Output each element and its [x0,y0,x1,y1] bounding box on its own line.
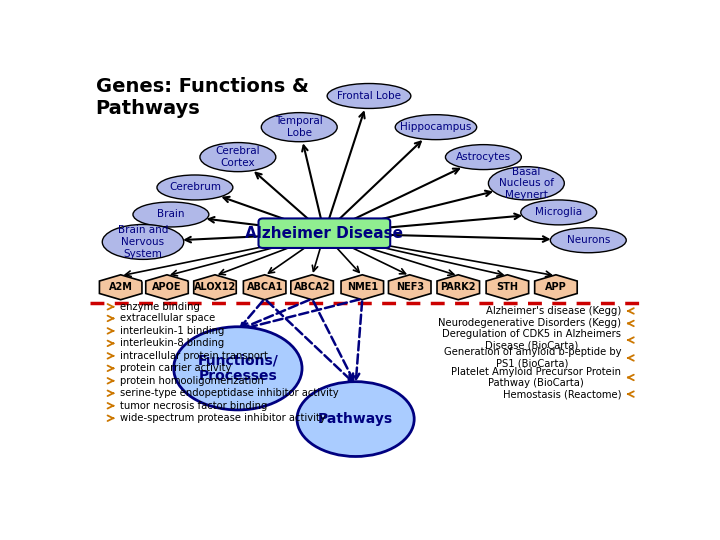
Text: A2M: A2M [109,282,132,292]
Polygon shape [486,275,528,300]
Ellipse shape [261,113,337,141]
Polygon shape [243,275,286,300]
Polygon shape [437,275,480,300]
Ellipse shape [327,84,411,109]
Text: Temporal
Lobe: Temporal Lobe [275,117,323,138]
Text: Microglia: Microglia [535,207,582,218]
Text: protein carrier activity: protein carrier activity [120,363,232,373]
Text: NME1: NME1 [347,282,378,292]
Polygon shape [99,275,142,300]
Text: Genes: Functions &
Pathways: Genes: Functions & Pathways [96,77,309,118]
Text: interleukin-8 binding: interleukin-8 binding [120,339,225,348]
Text: serine-type endopeptidase inhibitor activity: serine-type endopeptidase inhibitor acti… [120,388,338,399]
Text: Hippocampus: Hippocampus [400,122,472,132]
Ellipse shape [133,202,209,227]
Text: APOE: APOE [152,282,181,292]
Text: Pathways: Pathways [318,412,393,426]
Text: Platelet Amyloid Precursor Protein
Pathway (BioCarta): Platelet Amyloid Precursor Protein Pathw… [451,367,621,388]
Text: NEF3: NEF3 [396,282,424,292]
Text: wide-spectrum protease inhibitor activity: wide-spectrum protease inhibitor activit… [120,413,326,423]
Text: intracellular protein transport: intracellular protein transport [120,351,268,361]
Text: Generation of amyloid b-peptide by
PS1 (BioCarta): Generation of amyloid b-peptide by PS1 (… [444,347,621,369]
Text: ABCA2: ABCA2 [294,282,330,292]
Text: Brain and
Nervous
System: Brain and Nervous System [118,225,168,259]
Text: ALOX12: ALOX12 [194,282,236,292]
Text: Deregulation of CDK5 in Alzheimers
Disease (BioCarta): Deregulation of CDK5 in Alzheimers Disea… [442,329,621,351]
Ellipse shape [395,114,477,140]
Polygon shape [194,275,236,300]
Text: APP: APP [545,282,567,292]
Polygon shape [389,275,431,300]
Text: Frontal Lobe: Frontal Lobe [337,91,401,101]
Text: Neurons: Neurons [567,235,610,245]
Ellipse shape [446,145,521,170]
Text: Functions/
Processes: Functions/ Processes [197,353,279,383]
Text: STH: STH [496,282,518,292]
Text: interleukin-1 binding: interleukin-1 binding [120,326,225,336]
FancyBboxPatch shape [258,219,390,248]
Text: extracellular space: extracellular space [120,313,215,323]
Text: Neurodegenerative Disorders (Kegg): Neurodegenerative Disorders (Kegg) [438,319,621,328]
Ellipse shape [297,382,414,456]
Text: Brain: Brain [157,210,184,219]
Text: Hemostasis (Reactome): Hemostasis (Reactome) [503,389,621,399]
Text: Basal
Nucleus of
Meynert: Basal Nucleus of Meynert [499,167,554,200]
Text: ABCA1: ABCA1 [246,282,283,292]
Polygon shape [145,275,188,300]
Text: tumor necrosis factor binding: tumor necrosis factor binding [120,401,268,411]
Polygon shape [291,275,333,300]
Ellipse shape [521,200,597,225]
Polygon shape [535,275,577,300]
Ellipse shape [102,225,184,259]
Text: Alzheimer Disease: Alzheimer Disease [246,226,403,241]
Text: Alzheimer's disease (Kegg): Alzheimer's disease (Kegg) [486,306,621,316]
Text: PARK2: PARK2 [441,282,476,292]
Polygon shape [341,275,384,300]
Text: Cerebral
Cortex: Cerebral Cortex [215,146,260,168]
Ellipse shape [550,228,626,253]
Text: enzyme binding: enzyme binding [120,302,200,312]
Ellipse shape [157,175,233,200]
Text: Cerebrum: Cerebrum [169,183,221,192]
Text: protein homooligomerization: protein homooligomerization [120,376,264,386]
Ellipse shape [488,167,564,200]
Text: Astrocytes: Astrocytes [456,152,511,162]
Ellipse shape [174,327,302,410]
Ellipse shape [200,143,276,172]
